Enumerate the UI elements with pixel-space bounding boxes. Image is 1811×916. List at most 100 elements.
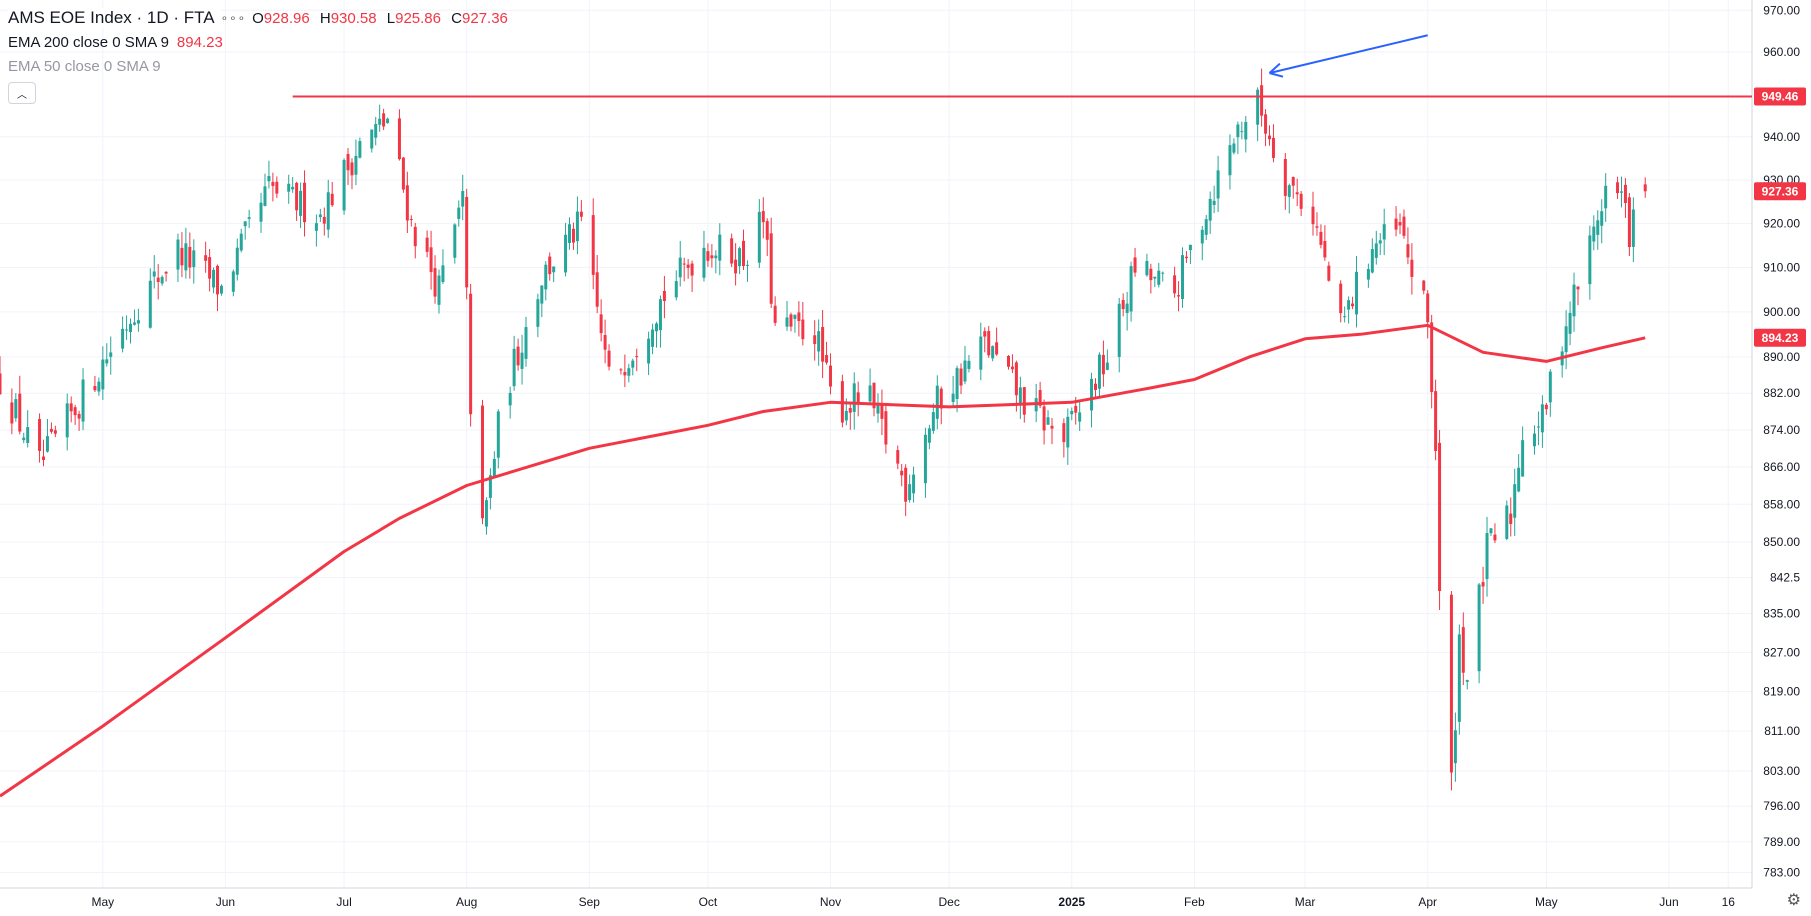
candle-body [1536, 426, 1540, 428]
candle-body [1232, 143, 1236, 153]
y-tick-label: 910.00 [1763, 260, 1800, 274]
candle-body [382, 113, 386, 127]
candle-body [212, 269, 216, 288]
candle-body [793, 314, 797, 319]
candle-body [548, 256, 552, 275]
symbol-title[interactable]: AMS EOE Index · 1D · FTA [8, 8, 221, 28]
candle-body [1449, 594, 1453, 773]
candle-body [1010, 366, 1014, 370]
collapse-legend-button[interactable]: ︿ [8, 82, 36, 104]
candle-body [1078, 412, 1082, 422]
gear-icon[interactable]: ⚙ [1786, 892, 1801, 909]
candle-body [710, 255, 714, 259]
candle-body [967, 360, 971, 369]
candle-body [267, 176, 271, 182]
ellipsis-icon[interactable]: ∘∘∘ [220, 11, 247, 25]
candle-body [469, 293, 473, 415]
candle-body [164, 271, 168, 274]
candle-body [1208, 198, 1212, 221]
candle-body [259, 202, 263, 222]
candle-body [734, 259, 738, 274]
candle-body [1264, 114, 1268, 134]
candle-body [1018, 387, 1022, 404]
candle-body [627, 368, 631, 376]
candle-body [14, 399, 18, 419]
candle-body [1382, 224, 1386, 240]
indicator-ema50-name: EMA 50 close 0 SMA 9 [8, 57, 161, 75]
candle-body [1406, 244, 1410, 258]
candle-body [346, 153, 350, 171]
candle-body [1564, 326, 1568, 352]
candle-body [235, 247, 239, 275]
candle-body [742, 240, 746, 267]
candle-body [413, 226, 417, 247]
indicator-ema50-row[interactable]: EMA 50 close 0 SMA 9 [8, 54, 514, 78]
candle-body [73, 407, 77, 416]
candle-body [1204, 219, 1208, 235]
candle-body [295, 182, 299, 211]
candle-body [1228, 145, 1232, 176]
x-tick-label: Jun [216, 895, 235, 909]
candle-body [303, 182, 307, 223]
candle-body [1173, 275, 1177, 294]
candle-body [564, 234, 568, 273]
candle-body [1212, 200, 1216, 205]
y-tick-label: 850.00 [1763, 535, 1800, 549]
candle-body [552, 266, 556, 273]
candle-body [465, 196, 469, 288]
candle-body [496, 411, 500, 458]
candle-body [931, 412, 935, 431]
candle-body [702, 247, 706, 278]
candle-body [1177, 295, 1181, 297]
candle-body [1236, 124, 1240, 138]
chevron-up-icon: ︿ [17, 89, 27, 101]
candle-body [1295, 192, 1299, 195]
candle-body [662, 290, 666, 302]
candle-body [591, 215, 595, 275]
candle-body [1457, 634, 1461, 722]
candle-body [1006, 355, 1010, 367]
candle-body [461, 191, 465, 207]
candle-body [801, 319, 805, 340]
y-tick-label: 890.00 [1763, 350, 1800, 364]
candle-body [718, 234, 722, 261]
candle-body [844, 410, 848, 421]
candle-body [1066, 416, 1070, 448]
y-tick-label: 789.00 [1763, 835, 1800, 849]
candle-body [1271, 137, 1275, 158]
y-tick-label: 900.00 [1763, 305, 1800, 319]
candle-body [216, 265, 220, 295]
candle-body [1370, 249, 1374, 273]
candle-body [1422, 280, 1426, 291]
indicator-ema200-row[interactable]: EMA 200 close 0 SMA 9 894.23 [8, 30, 514, 54]
candle-body [22, 437, 26, 441]
candle-body [49, 428, 53, 432]
y-tick-label: 882.00 [1763, 386, 1800, 400]
candle-body [1596, 220, 1600, 235]
candle-body [1097, 354, 1101, 389]
candle-body [156, 277, 160, 282]
candle-body [192, 250, 196, 268]
candle-body [1319, 231, 1323, 245]
high-value: 930.58 [330, 9, 377, 27]
x-tick-label: Jul [336, 895, 351, 909]
candle-body [1260, 85, 1264, 116]
candle-body [1477, 584, 1481, 672]
candle-body [53, 430, 57, 434]
candle-body [1489, 528, 1493, 534]
y-tick-label: 811.00 [1764, 724, 1800, 738]
candle-body [508, 392, 512, 406]
candle-body [1532, 433, 1536, 447]
candle-body [1093, 383, 1097, 391]
candle-body [575, 211, 579, 242]
candle-body [81, 379, 85, 422]
candle-body [512, 348, 516, 387]
close-value: 927.36 [462, 9, 508, 27]
y-tick-label: 842.5 [1770, 571, 1800, 585]
price-badge [1754, 87, 1806, 106]
candle-body [1355, 271, 1359, 315]
candle-body [520, 352, 524, 369]
candle-body [995, 342, 999, 355]
y-tick-label: 803.00 [1763, 764, 1800, 778]
